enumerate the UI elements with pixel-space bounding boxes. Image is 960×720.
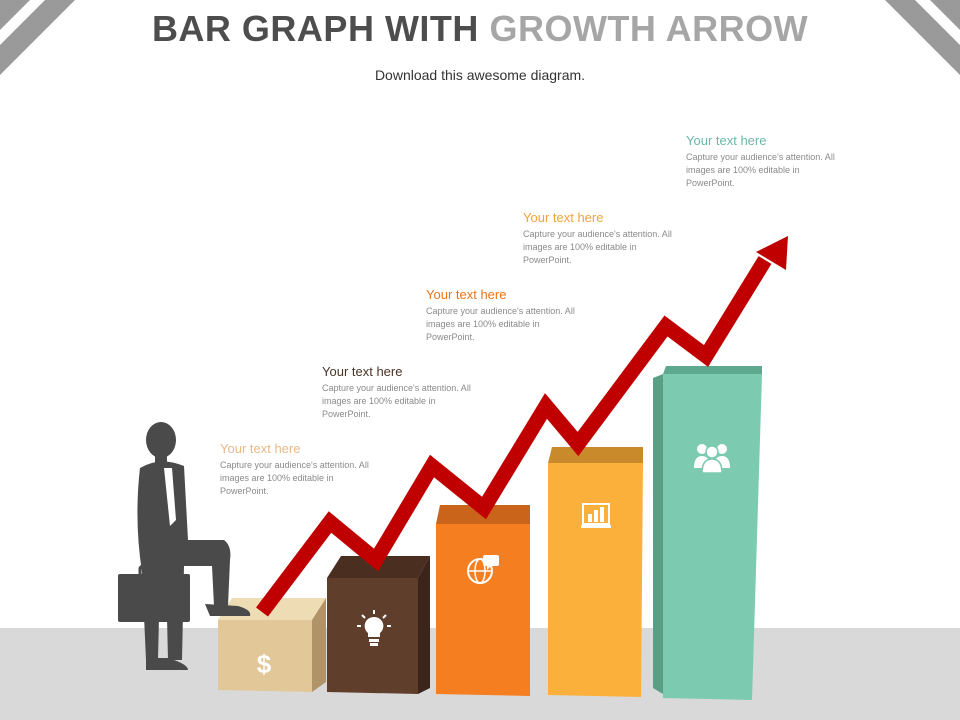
slide-title: BAR GRAPH WITH GROWTH ARROW (0, 8, 960, 50)
corner-decoration-left (0, 0, 30, 30)
growth-arrow-line (256, 256, 772, 617)
step-1-body: Capture your audience's attention. All i… (220, 460, 369, 496)
dollar-icon: $ (256, 649, 272, 679)
slide-subtitle: Download this awesome diagram. (374, 67, 586, 83)
step-3-heading: Your text here (426, 287, 507, 302)
step-4-body: Capture your audience's attention. All i… (523, 229, 672, 265)
corner-decoration-right-stripe (885, 0, 960, 75)
team-icon (694, 444, 730, 474)
step-1-heading: Your text here (220, 441, 301, 456)
step-5-heading: Your text here (686, 133, 767, 148)
businessman-figure (118, 422, 251, 670)
step-5-body: Capture your audience's attention. All i… (686, 152, 835, 188)
step-5-box (653, 366, 762, 700)
step-2-label: Your text here Capture your audience's a… (322, 364, 472, 421)
step-4-label: Your text here Capture your audience's a… (523, 210, 673, 267)
globe-chat-icon (467, 555, 499, 584)
lightbulb-icon (357, 610, 391, 646)
step-4-heading: Your text here (523, 210, 604, 225)
growth-arrow-head (756, 236, 788, 270)
bar-chart-icon (581, 503, 611, 528)
step-2-body: Capture your audience's attention. All i… (322, 383, 471, 419)
title-part-2: GROWTH ARROW (489, 8, 809, 49)
step-3-body: Capture your audience's attention. All i… (426, 306, 575, 342)
step-4-box (548, 447, 643, 697)
step-3-box (436, 505, 530, 696)
step-3-label: Your text here Capture your audience's a… (426, 287, 576, 344)
corner-decoration-left-stripe (0, 0, 75, 75)
step-1-label: Your text here Capture your audience's a… (220, 441, 370, 498)
corner-decoration-right (930, 0, 960, 30)
step-5-label: Your text here Capture your audience's a… (686, 133, 836, 190)
title-part-1: BAR GRAPH WITH (151, 8, 479, 49)
step-2-heading: Your text here (322, 364, 403, 379)
